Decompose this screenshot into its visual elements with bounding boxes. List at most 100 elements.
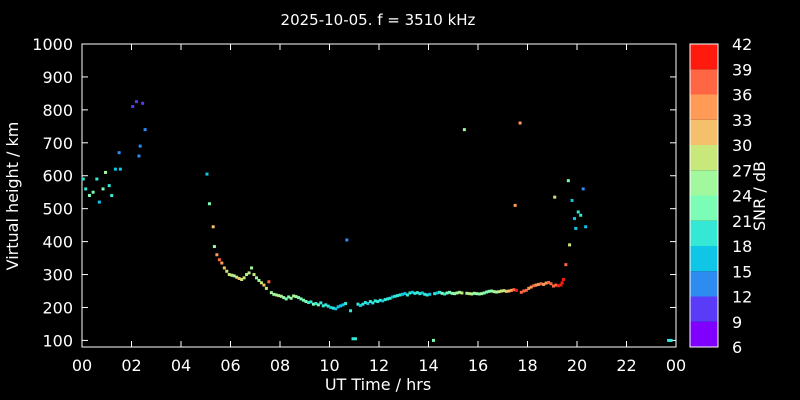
echo-point bbox=[502, 289, 506, 293]
echo-point bbox=[440, 291, 444, 295]
echo-point bbox=[345, 238, 349, 242]
echo-point bbox=[509, 288, 513, 292]
echo-point bbox=[211, 225, 215, 229]
echo-point bbox=[561, 277, 565, 281]
echo-point bbox=[247, 271, 251, 275]
plot-frame bbox=[81, 43, 677, 348]
echo-point bbox=[331, 306, 335, 310]
echo-point bbox=[500, 289, 504, 293]
colorbar-tick-label: 36 bbox=[732, 86, 752, 105]
colorbar-label: SNR / dB bbox=[750, 161, 769, 231]
echo-point bbox=[361, 302, 365, 306]
echo-point bbox=[472, 291, 476, 295]
colorbar-tick-label: 15 bbox=[732, 262, 752, 281]
echo-point bbox=[559, 283, 563, 287]
echo-point bbox=[215, 253, 219, 257]
colorbar-segment bbox=[690, 94, 718, 120]
echo-point bbox=[551, 284, 555, 288]
x-axis-label: UT Time / hrs bbox=[325, 375, 431, 394]
y-tick-label: 300 bbox=[42, 266, 73, 285]
echo-point bbox=[522, 289, 526, 293]
echo-point bbox=[455, 291, 459, 295]
echo-point bbox=[570, 198, 574, 202]
echo-point bbox=[438, 290, 442, 294]
echo-point bbox=[408, 291, 412, 295]
echo-point bbox=[324, 303, 328, 307]
echo-point bbox=[227, 273, 231, 277]
echo-point bbox=[564, 263, 568, 267]
colorbar-segment bbox=[690, 195, 718, 221]
echo-point bbox=[507, 289, 511, 293]
echo-point bbox=[418, 292, 422, 296]
echo-point bbox=[262, 283, 266, 287]
x-tick-label: 06 bbox=[220, 356, 240, 375]
y-tick-label: 700 bbox=[42, 134, 73, 153]
chart-title: 2025-10-05. f = 3510 kHz bbox=[281, 11, 476, 29]
colorbar-segment bbox=[690, 170, 718, 196]
echo-point bbox=[443, 292, 447, 296]
echo-point bbox=[309, 300, 313, 304]
echo-point bbox=[475, 292, 479, 296]
echo-point bbox=[138, 144, 142, 148]
echo-point bbox=[497, 290, 501, 294]
echo-point bbox=[222, 266, 226, 270]
echo-point bbox=[212, 245, 216, 249]
colorbar-segment bbox=[690, 321, 718, 347]
echo-point bbox=[527, 286, 531, 290]
echo-point bbox=[415, 291, 419, 295]
colorbar-tick-label: 39 bbox=[732, 60, 752, 79]
x-tick-label: 18 bbox=[517, 356, 537, 375]
echo-point bbox=[131, 105, 135, 109]
x-tick-label: 00 bbox=[72, 356, 92, 375]
echo-point bbox=[519, 290, 523, 294]
echo-point bbox=[504, 289, 508, 293]
colorbar-tick-label: 30 bbox=[732, 136, 752, 155]
echo-point bbox=[339, 304, 343, 308]
x-tick-label: 14 bbox=[418, 356, 438, 375]
echo-point bbox=[311, 302, 315, 306]
echo-point bbox=[460, 291, 464, 295]
echo-point bbox=[667, 338, 671, 342]
echo-point bbox=[299, 297, 303, 301]
echo-point bbox=[113, 167, 117, 171]
echo-point bbox=[413, 291, 417, 295]
echo-point bbox=[378, 298, 382, 302]
echo-point bbox=[272, 292, 276, 296]
echo-point bbox=[477, 292, 481, 296]
echo-point bbox=[398, 293, 402, 297]
colorbar-frame bbox=[689, 43, 719, 348]
echo-point bbox=[294, 295, 298, 299]
echo-point bbox=[573, 217, 577, 221]
echo-point bbox=[143, 128, 147, 132]
echo-point bbox=[81, 177, 85, 181]
echo-point bbox=[97, 200, 101, 204]
colorbar-tick-label: 33 bbox=[732, 111, 752, 130]
echo-point bbox=[250, 266, 254, 270]
echo-point bbox=[513, 203, 517, 207]
echo-point bbox=[566, 179, 570, 183]
echo-point bbox=[388, 296, 392, 300]
echo-point bbox=[207, 202, 211, 206]
x-tick-label: 16 bbox=[468, 356, 488, 375]
echo-point bbox=[490, 289, 494, 293]
echo-point bbox=[386, 297, 390, 301]
echo-point bbox=[220, 261, 224, 265]
echo-point bbox=[259, 281, 263, 285]
echo-point bbox=[410, 290, 414, 294]
echo-point bbox=[579, 213, 583, 217]
colorbar-segment bbox=[690, 119, 718, 145]
echo-point bbox=[137, 154, 141, 158]
echo-point bbox=[470, 292, 474, 296]
y-tick-label: 500 bbox=[42, 200, 73, 219]
echo-point bbox=[304, 300, 308, 304]
echo-point bbox=[341, 303, 345, 307]
echo-point bbox=[319, 301, 323, 305]
echo-point bbox=[465, 291, 469, 295]
echo-point bbox=[287, 295, 291, 299]
echo-point bbox=[267, 280, 271, 284]
echo-point bbox=[91, 190, 95, 194]
echo-point bbox=[336, 305, 340, 309]
echo-point bbox=[110, 194, 114, 197]
echo-point bbox=[393, 294, 397, 298]
